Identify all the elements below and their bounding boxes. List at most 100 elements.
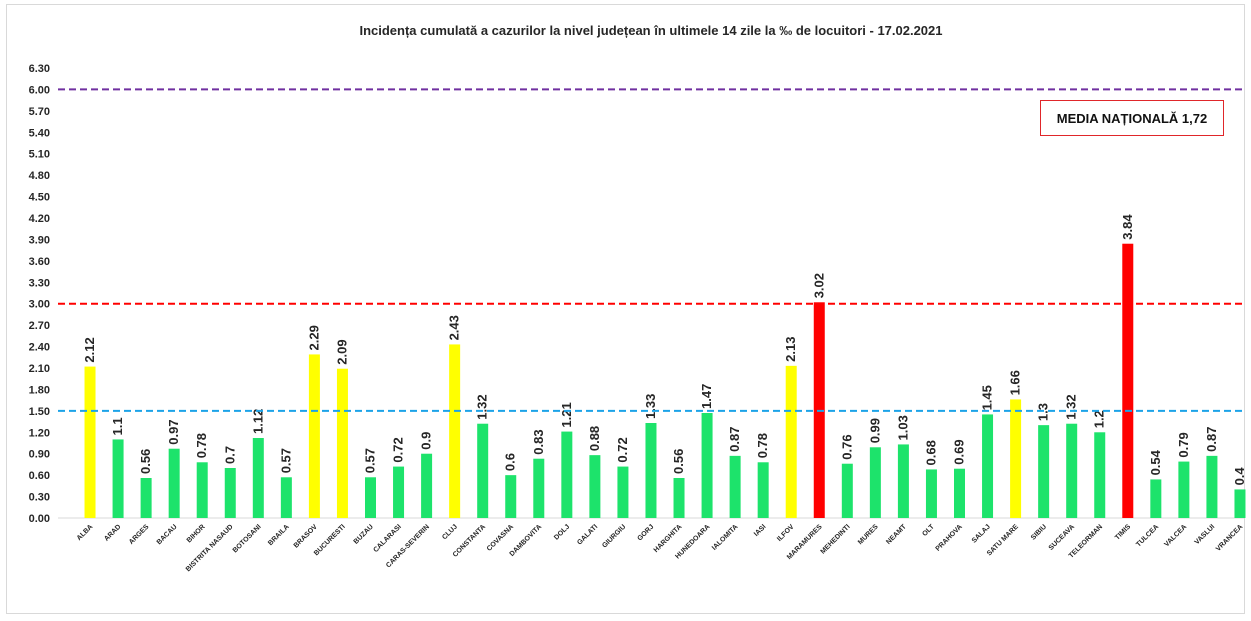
data-label: 0.78 [194, 433, 209, 458]
x-tick-label: ARAD [103, 523, 122, 542]
bar-salaj [982, 414, 994, 518]
data-label: 1.12 [250, 409, 265, 434]
x-tick-label: BRASOV [293, 523, 319, 549]
bar-gorj [645, 423, 657, 518]
y-tick-label: 1.20 [29, 427, 50, 439]
x-tick-label: BUZAU [353, 523, 375, 545]
bar-caras-severin [421, 453, 433, 518]
bar-mures [869, 447, 881, 518]
bar-calarasi [393, 466, 405, 518]
y-tick-label: 1.50 [29, 406, 50, 418]
y-tick-label: 3.60 [29, 256, 50, 268]
data-label: 0.69 [952, 439, 967, 464]
x-tick-label: ALBA [76, 523, 95, 542]
bar-arad [112, 439, 124, 518]
bar-bacau [168, 448, 180, 518]
x-tick-label: BIHOR [186, 523, 207, 544]
x-tick-label: SIBIU [1030, 523, 1048, 541]
bar-valcea [1178, 461, 1190, 518]
y-tick-label: 1.80 [29, 384, 50, 396]
x-tick-label: GIURGIU [601, 523, 627, 549]
data-label: 2.12 [82, 337, 97, 362]
x-tick-label: VRANCEA [1215, 523, 1244, 552]
y-tick-label: 2.40 [29, 342, 50, 354]
x-tick-label: SALAJ [971, 523, 992, 544]
data-label: 1.3 [1036, 403, 1051, 421]
data-label: 1.33 [643, 394, 658, 419]
bar-timis [1122, 243, 1134, 518]
bar-ilfov [785, 365, 797, 518]
data-label: 0.72 [391, 437, 406, 462]
data-label: 1.1 [110, 417, 125, 435]
x-tick-label: MEHEDINTI [820, 523, 852, 555]
data-label: 0.54 [1148, 449, 1163, 475]
bar-botosani [252, 438, 264, 518]
data-label: 3.02 [811, 273, 826, 298]
y-tick-label: 5.70 [29, 106, 50, 118]
y-tick-label: 0.90 [29, 449, 50, 461]
x-tick-label: SUCEAVA [1048, 523, 1076, 551]
y-tick-label: 3.00 [29, 299, 50, 311]
x-tick-label: ILFOV [776, 523, 796, 543]
x-tick-label: OLT [921, 523, 936, 538]
bar-prahova [954, 468, 965, 518]
bar-arges [140, 478, 152, 518]
y-tick-label: 0.60 [29, 470, 50, 482]
bar-constanta [477, 423, 489, 518]
bar-neamt [897, 444, 909, 518]
x-tick-label: HARGHITA [653, 523, 684, 554]
data-label: 1.32 [475, 394, 490, 419]
y-tick-label: 4.80 [29, 170, 50, 182]
bar-buzau [365, 477, 376, 518]
data-label: 0.7 [222, 446, 237, 464]
data-label: 0.57 [363, 448, 378, 473]
bar-dolj [561, 431, 573, 518]
y-tick-label: 5.40 [29, 127, 50, 139]
data-label: 0.57 [278, 448, 293, 473]
bar-vaslui [1206, 455, 1218, 518]
data-label: 2.13 [783, 337, 798, 362]
x-tick-label: COVASNA [486, 523, 515, 552]
x-tick-label: IALOMITA [711, 523, 740, 552]
data-label: 0.99 [867, 418, 882, 443]
data-label: 1.45 [980, 385, 995, 410]
data-label: 0.76 [839, 434, 854, 459]
data-label: 0.68 [923, 440, 938, 465]
bar-bihor [196, 462, 208, 518]
bar-vrancea [1234, 489, 1246, 518]
x-tick-label: IASI [753, 523, 768, 538]
data-label: 0.9 [419, 432, 434, 450]
chart-title: Incidența cumulată a cazurilor la nivel … [359, 23, 942, 38]
bar-braila [280, 477, 292, 518]
bar-cluj [449, 344, 461, 518]
x-tick-label: BACAU [156, 523, 179, 546]
x-tick-label: MURES [857, 523, 880, 546]
bar-galati [589, 455, 601, 518]
y-tick-label: 2.10 [29, 363, 50, 375]
x-tick-label: BISTRITA NASAUD [185, 523, 235, 573]
bar-teleorman [1094, 432, 1106, 518]
x-tick-label: BOTOSANI [232, 523, 263, 554]
data-label: 2.09 [334, 339, 349, 364]
national-average-label: MEDIA NAȚIONALĂ 1,72 [1056, 110, 1208, 126]
bar-harghita [673, 478, 685, 518]
bar-alba [84, 366, 96, 518]
x-tick-label: VALCEA [1163, 523, 1188, 548]
y-tick-label: 6.00 [29, 84, 50, 96]
x-tick-label: BRAILA [267, 523, 291, 547]
data-label: 0.87 [1204, 427, 1219, 452]
data-label: 1.47 [699, 384, 714, 409]
data-label: 0.97 [166, 419, 181, 444]
bar-mehedinti [841, 463, 853, 518]
bar-satu-mare [1010, 399, 1022, 518]
data-label: 1.21 [559, 402, 574, 427]
data-label: 1.03 [895, 415, 910, 440]
x-tick-label: ARGES [128, 523, 151, 546]
bar-brasov [308, 354, 320, 518]
national-average-box: MEDIA NAȚIONALĂ 1,72 [1040, 100, 1224, 136]
y-tick-label: 2.70 [29, 320, 50, 332]
x-tick-label: GORJ [636, 523, 655, 542]
y-tick-label: 0.00 [29, 513, 50, 525]
data-label: 0.56 [138, 449, 153, 474]
